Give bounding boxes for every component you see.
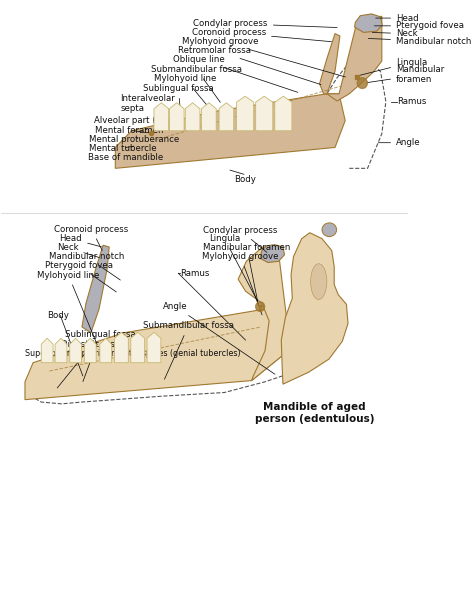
Text: Lingula: Lingula (360, 58, 427, 75)
Text: Neck: Neck (373, 29, 418, 38)
Text: Pterygoid fovea: Pterygoid fovea (374, 22, 464, 31)
Text: Coronoid process: Coronoid process (192, 28, 331, 42)
Polygon shape (255, 96, 273, 131)
Text: Condylar process: Condylar process (193, 19, 337, 28)
Text: Interalveolar
septa: Interalveolar septa (120, 93, 175, 124)
Text: Submandibular fossa: Submandibular fossa (151, 65, 242, 102)
Polygon shape (201, 103, 216, 131)
Text: Coronoid process: Coronoid process (55, 225, 128, 250)
Text: Mental tubercle: Mental tubercle (89, 144, 156, 153)
Text: Mandibular foramen: Mandibular foramen (203, 243, 291, 305)
Polygon shape (25, 309, 286, 400)
Ellipse shape (310, 264, 327, 300)
Text: Lingula: Lingula (209, 234, 259, 304)
Polygon shape (84, 338, 96, 363)
Text: Head: Head (375, 14, 419, 23)
Polygon shape (237, 96, 254, 131)
Text: Head: Head (60, 234, 101, 247)
Text: Sublingual fossa: Sublingual fossa (143, 84, 214, 117)
Polygon shape (115, 94, 345, 168)
Text: Digastric fossa: Digastric fossa (57, 340, 124, 388)
Ellipse shape (255, 302, 264, 311)
Polygon shape (327, 16, 382, 101)
Text: Alveolar part (crest): Alveolar part (crest) (94, 116, 180, 129)
Polygon shape (55, 338, 67, 363)
Text: Mylohyoid line: Mylohyoid line (37, 271, 100, 344)
Text: Angle: Angle (164, 302, 275, 374)
Text: Condylar process: Condylar process (203, 226, 278, 252)
Text: Neck: Neck (57, 243, 99, 258)
Polygon shape (275, 96, 292, 131)
Polygon shape (185, 103, 200, 131)
Text: Sublingual fossa: Sublingual fossa (65, 330, 136, 382)
Text: Retromolar fossa: Retromolar fossa (178, 46, 321, 84)
Polygon shape (355, 14, 382, 32)
Text: Base of mandible: Base of mandible (88, 153, 163, 162)
Polygon shape (238, 247, 286, 380)
Text: Angle: Angle (378, 138, 421, 147)
Polygon shape (115, 332, 128, 363)
Polygon shape (147, 332, 161, 363)
Polygon shape (154, 103, 169, 131)
Ellipse shape (322, 223, 337, 237)
Text: Submandibular fossa: Submandibular fossa (143, 321, 234, 379)
Polygon shape (70, 338, 82, 363)
Text: Pterygoid fovea: Pterygoid fovea (45, 261, 116, 292)
Text: Mandibular
foramen: Mandibular foramen (367, 65, 444, 84)
Text: Mental foramen: Mental foramen (95, 126, 164, 135)
Text: Body: Body (47, 311, 69, 320)
Polygon shape (260, 244, 284, 262)
Polygon shape (131, 332, 145, 363)
Text: Oblique line: Oblique line (173, 55, 298, 92)
Polygon shape (82, 245, 109, 333)
Polygon shape (169, 103, 184, 131)
Text: Body: Body (234, 175, 255, 184)
Text: Mylohyoid groove: Mylohyoid groove (202, 252, 279, 315)
Polygon shape (100, 338, 112, 363)
Text: Mandibular notch: Mandibular notch (368, 37, 472, 46)
Polygon shape (219, 103, 234, 131)
Text: Mental protuberance: Mental protuberance (89, 135, 179, 144)
Text: Mandibular notch: Mandibular notch (49, 252, 124, 280)
Polygon shape (319, 34, 340, 94)
Text: Superior and inferior mental spines (genial tubercles): Superior and inferior mental spines (gen… (25, 349, 241, 358)
Text: Mylohyoid line: Mylohyoid line (154, 74, 216, 111)
Text: Mylohyoid groove: Mylohyoid groove (182, 37, 346, 77)
Text: Ramus: Ramus (181, 269, 210, 278)
Polygon shape (41, 338, 53, 363)
Ellipse shape (357, 78, 367, 89)
Text: Mandible of aged
person (edentulous): Mandible of aged person (edentulous) (255, 402, 374, 423)
Polygon shape (281, 233, 348, 384)
Text: Ramus: Ramus (397, 97, 426, 106)
